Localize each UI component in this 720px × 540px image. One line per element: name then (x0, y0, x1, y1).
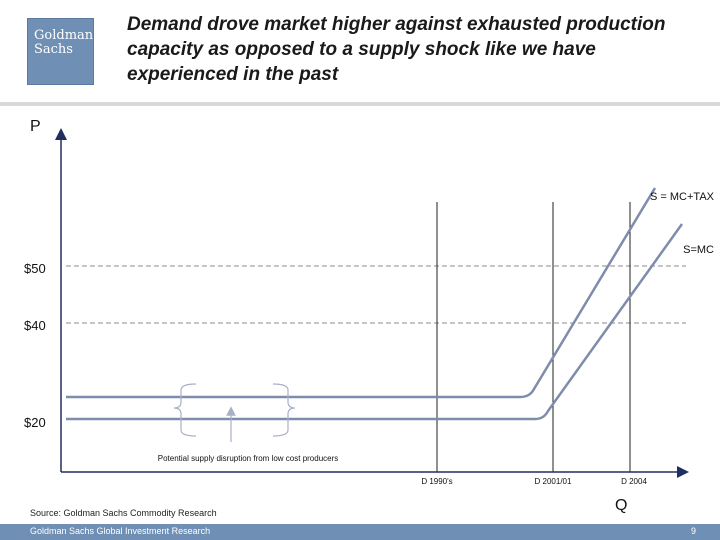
supply-tax-label: S = MC+TAX (650, 191, 715, 203)
footer-bar: Goldman Sachs Global Investment Research… (0, 524, 720, 540)
slide-header: Goldman Sachs Demand drove market higher… (0, 0, 720, 102)
goldman-sachs-logo: Goldman Sachs (27, 18, 94, 85)
supply-mc-label: S=MC (683, 244, 714, 256)
demand-label-2004: D 2004 (621, 477, 647, 486)
demand-label-1990s: D 1990's (421, 477, 452, 486)
price-label-50: $50 (24, 261, 46, 276)
footer-text: Goldman Sachs Global Investment Research (30, 526, 211, 536)
supply-disruption-brace (173, 383, 296, 437)
logo-line-1: Goldman (34, 28, 94, 43)
header-divider (0, 102, 720, 106)
source-note: Source: Goldman Sachs Commodity Research (30, 508, 217, 518)
price-label-20: $20 (24, 415, 46, 430)
supply-demand-diagram: P Q $50 $40 $20 S = MC+TAX S=MC D 1990's… (24, 118, 715, 514)
price-label-40: $40 (24, 318, 46, 333)
slide-title: Demand drove market higher against exhau… (127, 14, 666, 85)
supply-curve-tax (66, 187, 657, 399)
disruption-annotation: Potential supply disruption from low cos… (158, 454, 339, 463)
content-area (0, 106, 720, 524)
page-number: 9 (690, 526, 696, 536)
axis-label-quantity: Q (615, 497, 627, 514)
logo-line-2: Sachs (34, 42, 73, 57)
axis-label-price: P (30, 118, 41, 135)
demand-label-2001: D 2001/01 (535, 477, 572, 486)
supply-curve-mc (66, 223, 684, 421)
